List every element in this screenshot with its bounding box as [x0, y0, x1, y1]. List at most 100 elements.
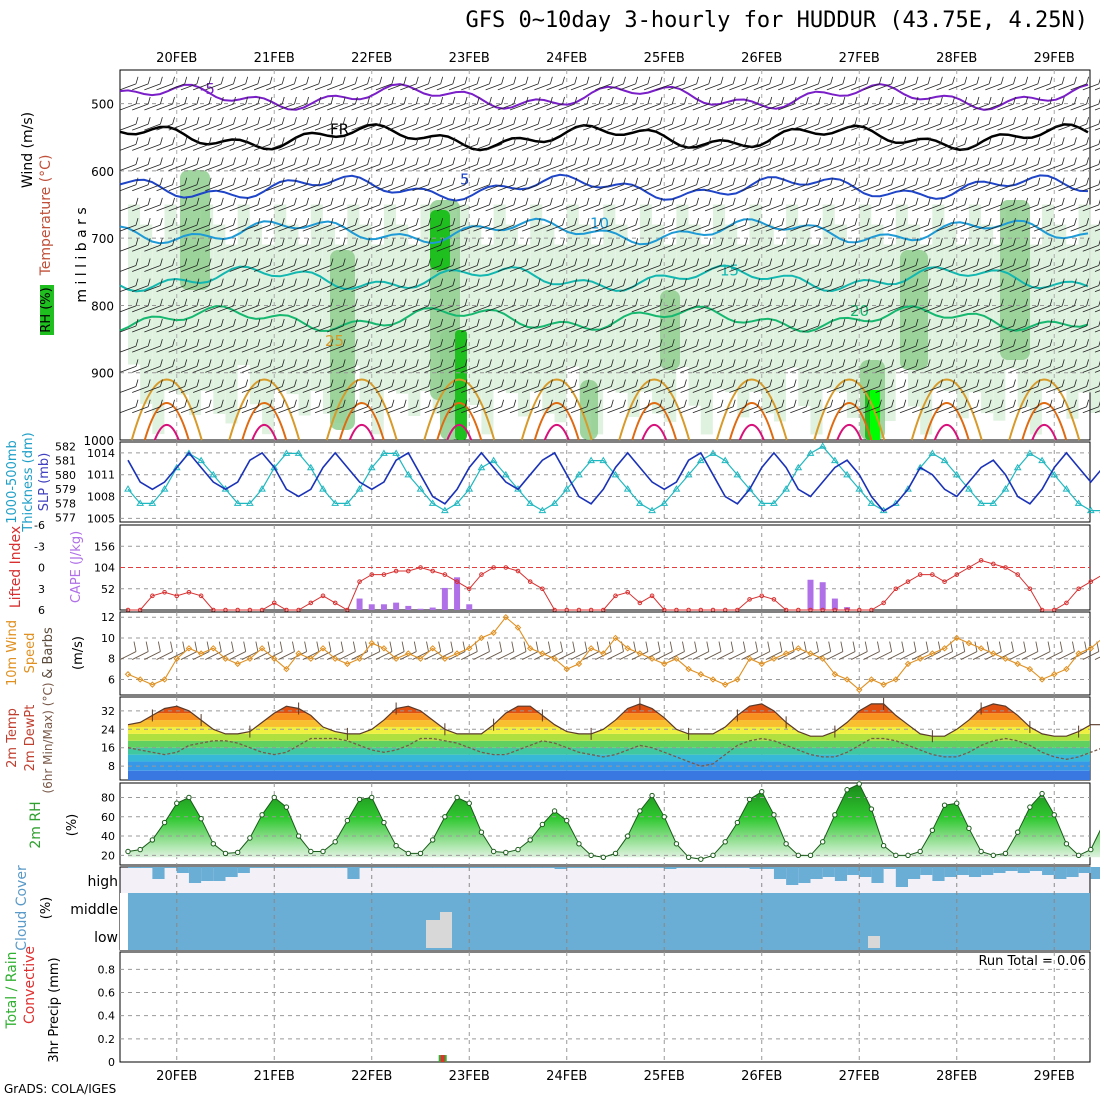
wind-barb-flag — [635, 238, 639, 246]
wind-barb-flag — [988, 278, 992, 286]
wind-barb — [351, 123, 368, 131]
wind-barb-flag — [537, 238, 541, 246]
wind-barb-flag — [574, 258, 578, 266]
wind-barb — [314, 365, 332, 373]
wind-barb-flag — [891, 278, 895, 286]
cloud-high-bar — [176, 867, 189, 873]
wind-10m-barb-flag — [889, 641, 893, 652]
wind-barb — [278, 244, 295, 252]
wind-barb-flag — [220, 238, 224, 246]
wind-barb — [387, 386, 405, 393]
wind-barb — [607, 164, 624, 171]
wind-barb — [936, 224, 953, 232]
wind-barb-flag — [233, 197, 236, 206]
wind-barb — [936, 143, 953, 151]
wind-barb — [595, 184, 612, 192]
wind-barb-flag — [988, 217, 992, 226]
wind-barb-flag — [659, 339, 663, 347]
wind-barb-flag — [513, 258, 517, 266]
wind-barb-flag — [927, 217, 931, 226]
wind-barb-flag — [647, 217, 651, 226]
wind-barb — [631, 265, 649, 272]
wind-barb — [509, 164, 527, 171]
wind-barb-flag — [184, 298, 188, 306]
wind-barb — [753, 164, 770, 171]
wind-barb-flag — [159, 258, 163, 266]
wind-barb — [448, 285, 466, 293]
wind-barb — [582, 345, 600, 353]
wind-barb-flag — [367, 96, 370, 105]
wind-barb-flag — [647, 359, 651, 367]
wind-speed-point — [405, 650, 412, 657]
wind-barb-flag — [647, 197, 651, 206]
wind-barb — [132, 325, 149, 333]
cape-bar — [831, 598, 838, 610]
wind-barb — [534, 164, 551, 171]
wind-barb-flag — [1049, 157, 1053, 165]
wind-barb-flag — [172, 217, 175, 226]
wind-barb — [643, 285, 661, 293]
rh-point — [539, 821, 546, 828]
wind-barb — [363, 204, 380, 212]
wind-barb-flag — [257, 399, 261, 407]
wind-barb — [753, 345, 770, 353]
lifted-index-point — [1088, 579, 1094, 584]
rh-point — [198, 815, 204, 822]
wind-barb — [741, 123, 758, 131]
wind-barb — [485, 204, 502, 212]
wind-barb-flag — [1049, 278, 1053, 286]
wind-barb-flag — [891, 359, 895, 367]
wind-barb — [461, 143, 478, 151]
wind-barb-flag — [818, 177, 821, 185]
wind-barb — [192, 305, 210, 313]
wind-barb — [814, 406, 831, 414]
rh-point — [832, 812, 838, 818]
wind-barb-flag — [903, 379, 907, 387]
wind-barb-flag — [939, 298, 943, 306]
wind-barb — [656, 224, 673, 232]
wind-barb-flag — [939, 137, 943, 145]
wind-barb-flag — [562, 76, 565, 84]
thickness-point — [562, 485, 571, 492]
wind-barb-flag — [147, 217, 151, 226]
wind-barb — [875, 406, 892, 414]
wind-barb-flag — [659, 137, 663, 145]
wind-barb — [765, 265, 783, 272]
wind-barb — [473, 325, 490, 333]
pressure-tick: 500 — [91, 98, 114, 112]
wind-barb-flag — [415, 278, 419, 286]
wind-barb — [753, 325, 770, 333]
wind-barb — [522, 265, 539, 272]
wind-barb — [119, 164, 137, 171]
wind-barb — [387, 123, 405, 131]
wind-barb-flag — [818, 278, 821, 286]
wind-barb-flag — [159, 238, 163, 246]
wind-barb — [851, 406, 868, 414]
wind-barb — [144, 345, 161, 353]
wind-barb-flag — [1049, 298, 1053, 306]
wind-barb-flag — [635, 96, 639, 105]
wind-barbs — [119, 76, 1100, 414]
wind-barb — [741, 184, 758, 192]
wind-barb-flag — [330, 76, 334, 84]
cloud-high-bar — [518, 867, 531, 868]
wind-barb-flag — [732, 197, 736, 206]
rh-point — [332, 839, 338, 845]
wind-barb-flag — [696, 278, 700, 286]
wind-barb — [217, 325, 234, 333]
date-label-bottom: 24FEB — [546, 1069, 587, 1084]
wind-barb-flag — [903, 399, 907, 407]
wind-barb — [936, 265, 953, 272]
wind-barb-flag — [403, 278, 407, 286]
wind-barb-flag — [891, 238, 895, 246]
wind-barb-flag — [379, 359, 383, 367]
wind-10m-barb-flag — [340, 641, 344, 652]
wind-speed-point — [258, 645, 266, 652]
wind-barb — [156, 184, 173, 192]
wind-barb-flag — [220, 399, 224, 407]
wind-barb-flag — [915, 117, 919, 125]
wind-barb-flag — [586, 137, 590, 145]
wind-barb — [132, 365, 149, 373]
wind-barb — [814, 325, 831, 333]
axis-label-rh-pct: (%) — [65, 814, 80, 837]
